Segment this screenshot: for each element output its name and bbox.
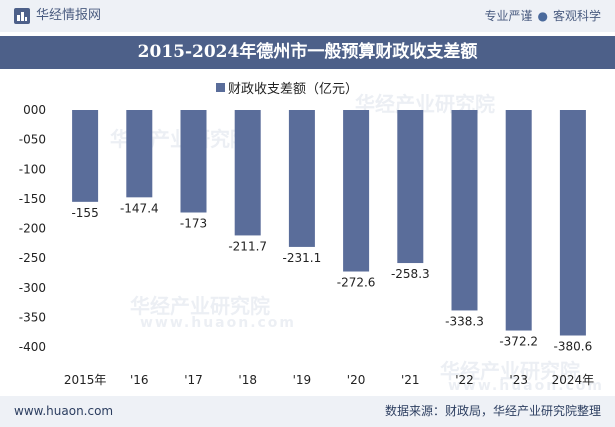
bar bbox=[180, 110, 207, 213]
x-tick-label: '23 bbox=[509, 373, 528, 387]
x-tick-label: '16 bbox=[130, 373, 149, 387]
x-tick-label: '20 bbox=[347, 373, 366, 387]
bar-chart: 财政收支差额（亿元） 000 -050 -100 -150 -200 -250 -300 -35… bbox=[19, 82, 595, 387]
y-tick-label: -050 bbox=[19, 133, 46, 147]
bar bbox=[451, 110, 478, 311]
legend-label: 财政收支差额（亿元） bbox=[228, 82, 358, 97]
logo-text: 华经情报网 bbox=[36, 8, 102, 23]
data-label: -231.1 bbox=[283, 251, 322, 265]
logo-icon bbox=[14, 8, 30, 24]
footer-bar: www.huaon.com 数据来源：财政局，华经产业研究院整理 bbox=[0, 396, 615, 427]
y-tick-label: 000 bbox=[23, 103, 46, 117]
y-tick-label: -250 bbox=[19, 251, 46, 265]
bar bbox=[72, 110, 99, 202]
y-tick-label: -350 bbox=[19, 310, 46, 324]
header-bar: 华经情报网 专业严谨 ● 客观科学 bbox=[0, 0, 615, 32]
x-tick-label: '22 bbox=[455, 373, 474, 387]
data-label: -173 bbox=[180, 217, 207, 231]
bar bbox=[559, 110, 586, 336]
x-tick-label: 2015年 bbox=[64, 373, 107, 387]
y-tick-label: -200 bbox=[19, 222, 46, 236]
x-tick-label: '17 bbox=[184, 373, 203, 387]
chart-title: 2015-2024年德州市一般预算财政收支差额 bbox=[0, 36, 615, 69]
data-label: -147.4 bbox=[120, 201, 159, 215]
x-tick-label: '21 bbox=[401, 373, 420, 387]
x-tick-label: '19 bbox=[293, 373, 312, 387]
x-tick-label: '18 bbox=[238, 373, 257, 387]
footer-source: 数据来源：财政局，华经产业研究院整理 bbox=[384, 404, 601, 418]
data-label: -338.3 bbox=[445, 314, 484, 328]
y-tick-label: -100 bbox=[19, 162, 46, 176]
data-label: -380.6 bbox=[554, 340, 593, 354]
bar bbox=[343, 110, 370, 272]
tagline-left: 专业严谨 bbox=[484, 9, 533, 23]
y-tick-label: -150 bbox=[19, 192, 46, 206]
bar bbox=[505, 110, 532, 331]
legend-swatch bbox=[216, 83, 225, 92]
data-label: -155 bbox=[71, 206, 98, 220]
data-label: -272.6 bbox=[337, 276, 376, 290]
data-label: -258.3 bbox=[391, 267, 430, 281]
data-label: -372.2 bbox=[499, 335, 538, 349]
bar bbox=[126, 110, 153, 198]
footer-url: www.huaon.com bbox=[14, 404, 114, 418]
data-label: -211.7 bbox=[228, 239, 267, 253]
separator-dot-icon: ● bbox=[537, 9, 548, 23]
bar bbox=[234, 110, 261, 236]
tagline: 专业严谨 ● 客观科学 bbox=[484, 8, 601, 24]
x-tick-label: 2024年 bbox=[552, 373, 595, 387]
bar bbox=[397, 110, 424, 264]
y-tick-label: -400 bbox=[19, 340, 46, 354]
tagline-right: 客观科学 bbox=[552, 9, 601, 23]
bar bbox=[288, 110, 315, 247]
y-tick-label: -300 bbox=[19, 281, 46, 295]
